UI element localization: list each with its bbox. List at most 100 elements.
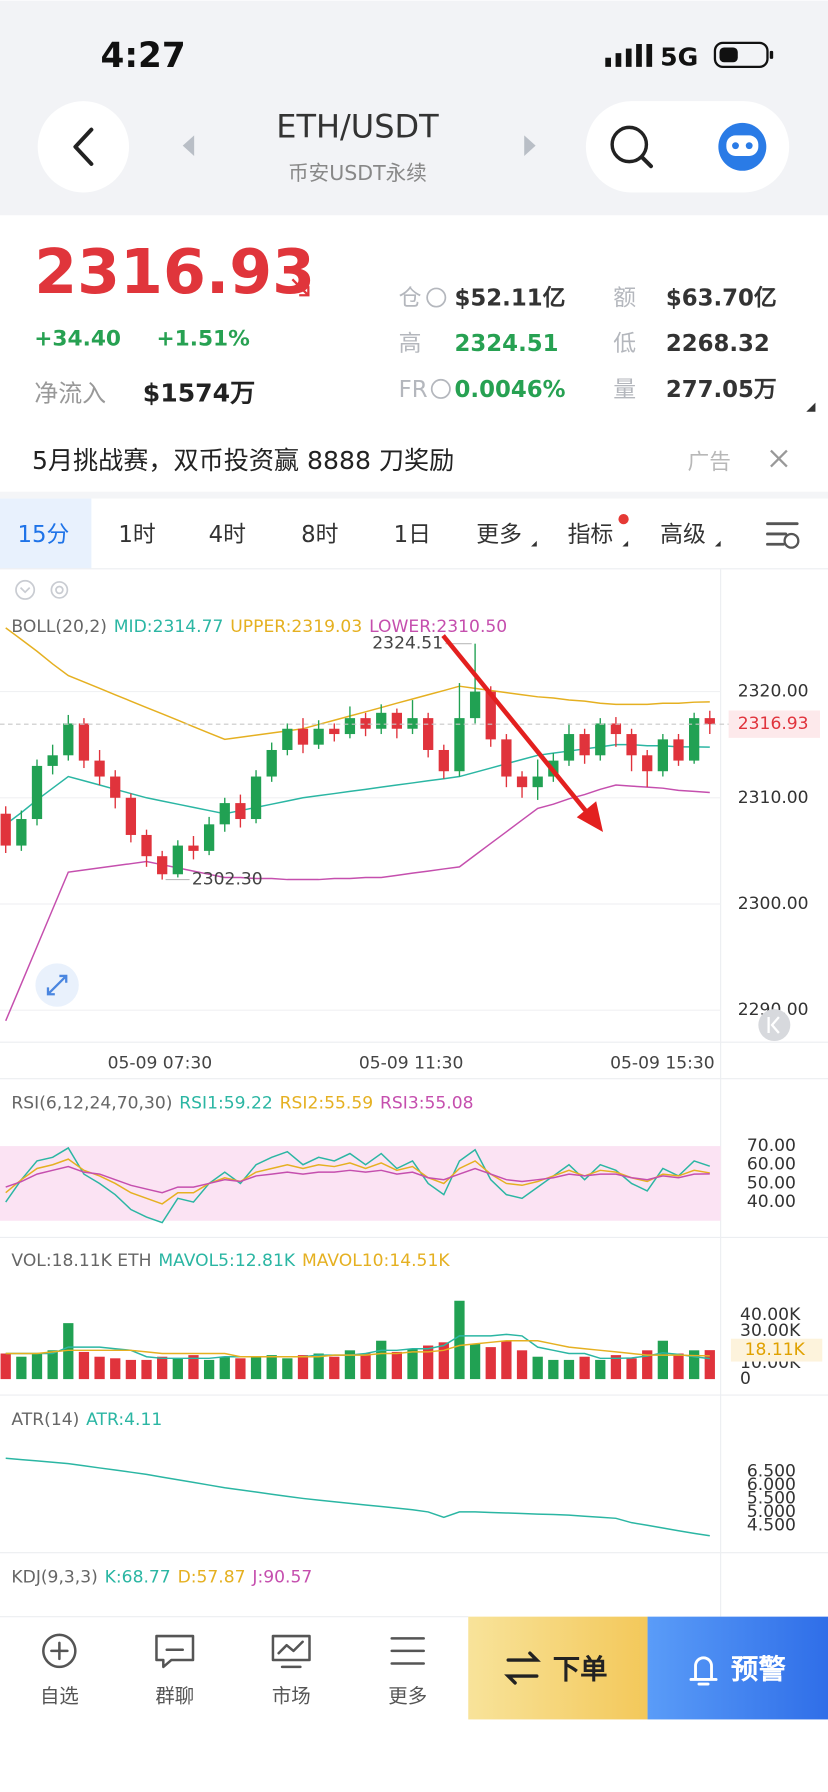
banner-close[interactable] (770, 449, 788, 468)
banner-text[interactable]: 5月挑战赛，双币投资赢 8888 刀奖励 (32, 446, 454, 475)
tab[interactable]: 15分 (17, 522, 69, 548)
tab[interactable]: 高级 (660, 522, 706, 548)
y-tick-label: 40.00K (740, 1305, 801, 1325)
bottom-nav: 自选 群聊 市场 更多 (40, 1633, 427, 1707)
volume-bar (391, 1351, 403, 1380)
volume-bar (329, 1356, 340, 1380)
alert-button[interactable]: 预警 (647, 1616, 828, 1720)
tab[interactable]: 8时 (301, 522, 338, 548)
next-symbol[interactable] (524, 135, 536, 156)
atr-line (5, 1457, 710, 1537)
stat-label: 仓 (399, 286, 422, 312)
y-tick-label: 70.00 (747, 1136, 796, 1156)
legend-entry: MAVOL10:14.51K (302, 1251, 450, 1271)
interval-tabs: 15分 1时 4时 8时 1日 更多 指标 高级 (0, 498, 721, 569)
y-tick-label: 40.00 (747, 1192, 796, 1212)
volume-bar (31, 1353, 43, 1380)
legend-entry: J:90.57 (251, 1567, 312, 1587)
candle-body (344, 718, 356, 735)
price-change-percent: +1.51% (156, 327, 250, 352)
banner-ad-tag: 广告 (688, 450, 731, 475)
legend-entry: MAVOL5:12.81K (158, 1251, 296, 1271)
volume-bar (407, 1348, 418, 1380)
tab[interactable]: 1日 (394, 522, 431, 548)
chart-settings-button[interactable] (766, 522, 800, 549)
legend-entry: RSI1:59.22 (179, 1093, 273, 1113)
tab-selected-background (0, 498, 92, 569)
candle-body (485, 691, 496, 740)
candle-body (329, 728, 340, 735)
volume-bar (297, 1355, 309, 1380)
stat-label: 量 (613, 377, 636, 403)
stat-value: 2324.51 (455, 331, 559, 357)
legend-title: VOL:18.11K ETH (11, 1251, 151, 1271)
candle-body (626, 734, 637, 756)
volume-bar (532, 1356, 543, 1380)
assistant-avatar[interactable] (718, 122, 767, 171)
volume-bar (626, 1358, 637, 1380)
current-price-label: 2316.93 (738, 714, 809, 734)
candle-body (423, 718, 434, 750)
y-tick-label: 60.00 (747, 1155, 796, 1175)
candle-body (31, 765, 43, 820)
tab[interactable]: 1时 (118, 522, 155, 548)
mavol-line (5, 1339, 710, 1358)
volume-bar (157, 1356, 168, 1380)
volume-bar (16, 1356, 27, 1380)
legend-entry: ATR:4.11 (86, 1410, 162, 1430)
candle-body (673, 739, 684, 761)
legend-title: KDJ(9,3,3) (11, 1567, 97, 1587)
info-icon (426, 287, 447, 308)
candle-body (642, 755, 653, 772)
volume-bar (47, 1350, 58, 1380)
candle-body (438, 749, 449, 772)
volume-bar (313, 1353, 324, 1380)
volume-bar (548, 1359, 559, 1380)
chart-tool-icons[interactable] (15, 579, 69, 600)
nav-item[interactable]: 更多 (388, 1637, 427, 1707)
x-tick-label: 05-09 11:30 (359, 1053, 464, 1073)
volume-bar (63, 1323, 74, 1380)
volume-bar (125, 1359, 137, 1380)
candle-body (657, 739, 668, 772)
header-title: ETH/USDT (276, 108, 439, 146)
current-volume-box (730, 1338, 823, 1362)
nav-item[interactable]: 群聊 (155, 1634, 195, 1707)
volume-bar (673, 1353, 684, 1380)
boll-line (5, 743, 710, 825)
candle-body (501, 739, 512, 777)
candle-body (516, 776, 528, 788)
search-button[interactable] (610, 125, 653, 169)
y-tick-label: 5.500 (747, 1488, 796, 1508)
mavol-line (5, 1333, 710, 1360)
nav-item[interactable]: 自选 (40, 1633, 79, 1707)
volume-bar (516, 1350, 528, 1380)
info-icon (430, 378, 451, 399)
fullscreen-button[interactable] (35, 963, 79, 1007)
price-change: +34.40 (34, 327, 121, 352)
nav-item[interactable]: 市场 (271, 1634, 311, 1707)
stat-value: $63.70亿 (666, 286, 777, 312)
battery-icon (713, 41, 774, 69)
notification-dot (618, 513, 629, 525)
expand-corner[interactable] (806, 402, 816, 412)
tab[interactable]: 指标 (568, 522, 614, 548)
tab[interactable]: 4时 (209, 522, 246, 548)
candle-body (78, 723, 90, 761)
divider (0, 568, 828, 570)
tab[interactable]: 更多 (476, 522, 522, 548)
scroll-latest-button[interactable] (758, 1009, 791, 1042)
trend-annotation-arrow (441, 634, 590, 816)
volume-bar (657, 1340, 668, 1380)
volume-bar (219, 1356, 230, 1380)
y-tick-label: 6.500 (747, 1462, 796, 1482)
nav-label: 市场 (272, 1684, 311, 1707)
candle-body (110, 776, 121, 798)
order-button[interactable]: 下单 (468, 1616, 648, 1720)
candle-body (297, 728, 309, 745)
candle-body (469, 691, 481, 719)
prev-symbol[interactable] (182, 135, 195, 156)
back-button[interactable] (37, 101, 130, 193)
legend-entry: RSI2:55.59 (280, 1093, 374, 1113)
